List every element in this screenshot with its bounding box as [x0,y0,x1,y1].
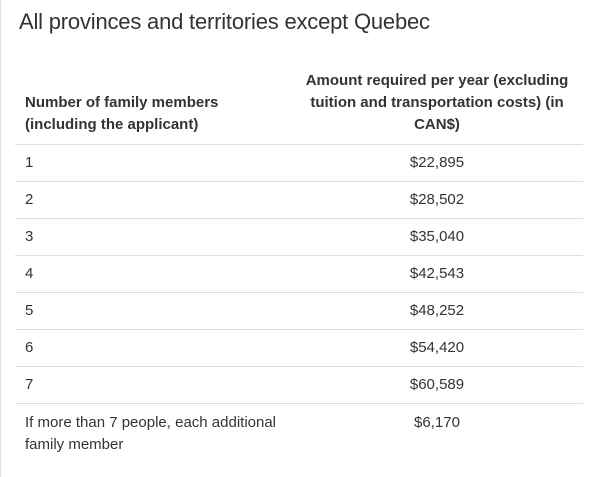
table-body: 1 $22,895 2 $28,502 3 $35,040 4 $42,543 … [15,144,583,461]
table-header: Number of family members (including the … [15,52,583,145]
amount-cell: $22,895 [291,144,583,182]
family-members-cell: 2 [15,181,291,219]
section-title: All provinces and territories except Que… [19,9,430,34]
family-members-cell: 7 [15,366,291,404]
family-members-cell: 1 [15,144,291,182]
family-members-cell: 4 [15,255,291,293]
table-row: If more than 7 people, each additional f… [15,403,583,461]
table-row: 5 $48,252 [15,292,583,330]
amount-cell: $28,502 [291,181,583,219]
table-row: 1 $22,895 [15,144,583,182]
amount-cell: $42,543 [291,255,583,293]
table-row: 6 $54,420 [15,329,583,367]
header-family-members: Number of family members (including the … [15,52,291,145]
header-row: Number of family members (including the … [15,52,583,145]
family-members-cell: 5 [15,292,291,330]
table-row: 2 $28,502 [15,181,583,219]
funds-table: Number of family members (including the … [15,52,583,461]
table-row: 7 $60,589 [15,366,583,404]
amount-cell: $54,420 [291,329,583,367]
amount-cell: $35,040 [291,218,583,256]
family-members-cell: 6 [15,329,291,367]
amount-cell: $6,170 [414,413,460,431]
family-members-cell: 3 [15,218,291,256]
table-row: 4 $42,543 [15,255,583,293]
table-row: 3 $35,040 [15,218,583,256]
amount-cell: $60,589 [291,366,583,404]
header-amount-required: Amount required per year (excluding tuit… [291,52,583,145]
family-members-cell: If more than 7 people, each additional f… [25,413,277,453]
amount-cell: $48,252 [291,292,583,330]
